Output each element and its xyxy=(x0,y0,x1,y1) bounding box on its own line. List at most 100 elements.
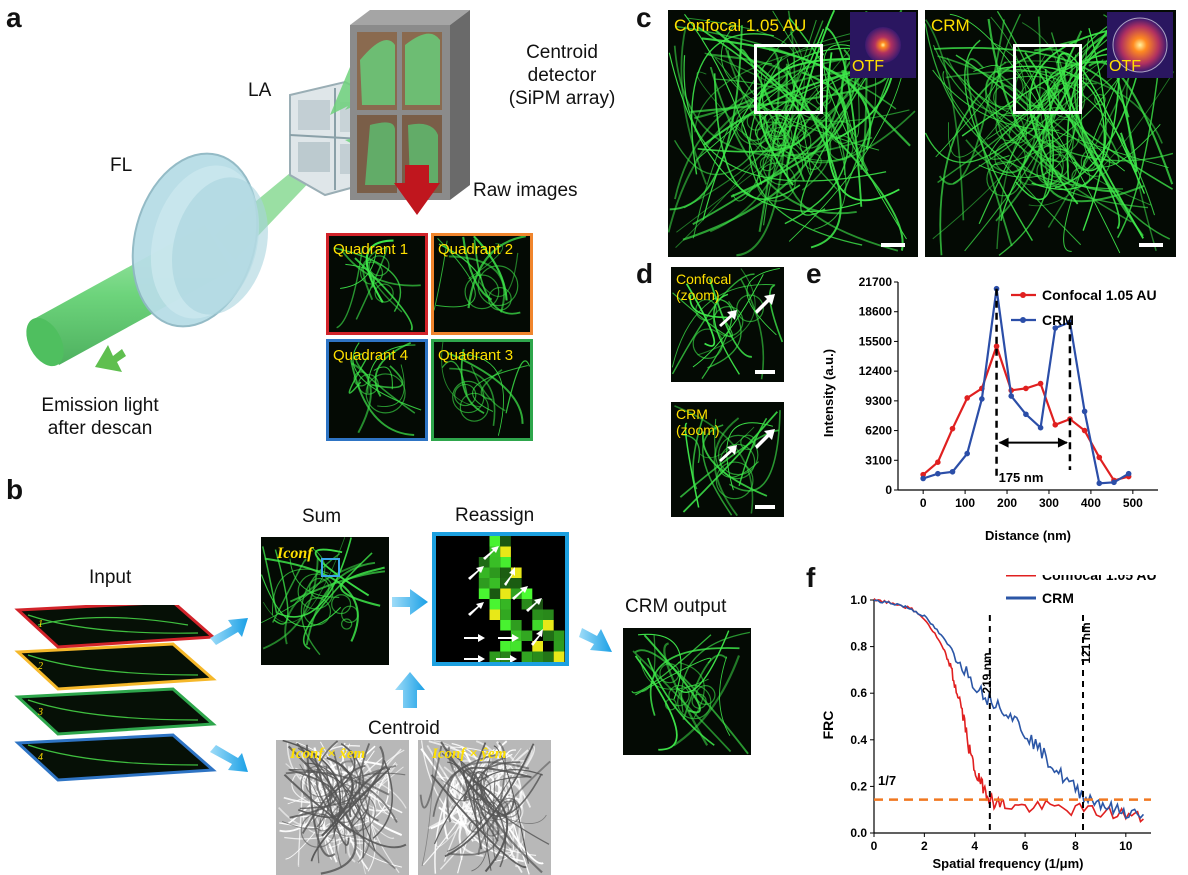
crm-roi-box xyxy=(1013,44,1082,114)
frc-chart: 0.0 0.2 0.4 0.6 0.8 1.0 0 2 4 6 8 10 Spatial freque… xyxy=(820,575,1157,871)
arrow-sum-to-reassign xyxy=(392,589,428,615)
e-legend-marker xyxy=(1020,292,1026,298)
scale-bar xyxy=(881,243,905,247)
input-layer-4 xyxy=(14,733,217,782)
down-arrow-icon xyxy=(394,165,440,215)
e-annotation: 175 nm xyxy=(999,470,1044,485)
optical-setup-diagram xyxy=(26,10,470,372)
otf-label-confocal: OTF xyxy=(852,58,884,75)
f-xtick-label: 8 xyxy=(1072,839,1079,853)
e-point xyxy=(1008,393,1015,399)
e-point xyxy=(949,468,956,475)
confocal-roi-box xyxy=(754,44,823,114)
sum-image: Iconf xyxy=(261,537,389,665)
e-ytick-label: 12400 xyxy=(859,364,893,378)
fl-label: FL xyxy=(110,155,133,176)
e-ytick-label: 0 xyxy=(885,483,892,497)
e-legend-1: Confocal 1.05 AU xyxy=(1042,287,1157,303)
e-point xyxy=(1052,325,1059,331)
e-point xyxy=(964,395,970,401)
e-point xyxy=(1096,480,1103,487)
e-point xyxy=(1052,422,1059,428)
arrow-input-to-centroid xyxy=(210,745,248,772)
e-xtick-label: 300 xyxy=(1039,496,1059,510)
crm-label: CRM xyxy=(931,16,970,35)
centroid-detector-label: Centroid detector (SiPM array) xyxy=(508,42,616,109)
e-xtick-label: 400 xyxy=(1081,496,1101,510)
e-ytick-label: 21700 xyxy=(859,275,893,289)
reassign-image-frame xyxy=(432,532,569,666)
f-vline-label-1: 219 nm xyxy=(980,652,994,693)
e-point xyxy=(1067,319,1073,326)
confocal-label: Confocal 1.05 AU xyxy=(674,16,807,35)
panel-label-b: b xyxy=(6,474,24,505)
otf-label-crm: OTF xyxy=(1109,58,1141,75)
e-point xyxy=(949,425,956,432)
f-ytick-label: 0.6 xyxy=(850,686,867,700)
scale-bar xyxy=(1139,243,1163,247)
f-series-line-2 xyxy=(873,599,1145,820)
e-xtick-label: 200 xyxy=(997,496,1017,510)
panel-label-f: f xyxy=(806,562,816,593)
e-point xyxy=(935,459,941,466)
e-point xyxy=(1125,470,1132,477)
e-legend-2: CRM xyxy=(1042,312,1074,328)
e-point xyxy=(920,471,926,478)
crm-zoom-image: CRM (zoom) xyxy=(671,402,784,517)
focusing-lens xyxy=(131,152,268,328)
emission-arrow-icon xyxy=(95,345,126,372)
e-point xyxy=(1081,427,1088,434)
layer-number-4: 4 xyxy=(38,752,43,763)
f-xlabel: Spatial frequency (1/μm) xyxy=(933,856,1084,871)
f-legend-1: Confocal 1.05 AU xyxy=(1042,575,1157,583)
e-ytick-label: 6200 xyxy=(865,424,892,438)
scale-bar xyxy=(755,370,775,374)
f-xtick-label: 2 xyxy=(921,839,928,853)
quadrant-image-1: Quadrant 1 xyxy=(326,233,428,335)
f-xtick-label: 4 xyxy=(971,839,978,853)
crm-zoom-label: CRM (zoom) xyxy=(676,406,720,438)
f-vline-label-2: 121 nm xyxy=(1079,622,1093,663)
crm-otf-inset: OTF xyxy=(1107,12,1173,78)
e-ytick-label: 15500 xyxy=(859,334,893,348)
intensity-profile-chart: 0 3100 6200 9300 12400 15500 18600 21700 0 100 200… xyxy=(821,275,1158,543)
e-point xyxy=(1037,380,1044,387)
e-point xyxy=(1111,479,1117,486)
e-point xyxy=(993,343,1000,350)
e-arrowhead xyxy=(998,437,1009,448)
confocal-otf-inset: OTF xyxy=(850,12,916,78)
e-point xyxy=(920,475,926,482)
f-threshold-label: 1/7 xyxy=(878,773,896,788)
arrow-centroid-to-reassign xyxy=(395,672,425,708)
sipm-array xyxy=(350,10,470,200)
f-xtick-label: 0 xyxy=(871,839,878,853)
sum-label: Sum xyxy=(302,506,342,527)
quadrant-image-4: Quadrant 4 xyxy=(326,339,428,441)
f-ytick-label: 0.2 xyxy=(850,779,867,793)
reassign-label: Reassign xyxy=(455,505,535,526)
layer-number-3: 3 xyxy=(37,707,43,718)
f-xtick-label: 10 xyxy=(1119,839,1133,853)
panel-label-c: c xyxy=(636,2,652,33)
e-ytick-label: 9300 xyxy=(865,394,892,408)
input-layer-2 xyxy=(14,642,217,691)
reassign-image xyxy=(436,536,565,662)
e-point xyxy=(1096,454,1103,461)
centroid-x-image: Iconf × x̂em xyxy=(276,740,409,875)
scale-bar xyxy=(755,505,775,509)
e-point xyxy=(935,470,941,477)
f-xtick-label: 6 xyxy=(1022,839,1029,853)
e-point xyxy=(1023,385,1029,392)
e-point xyxy=(979,396,985,402)
f-ytick-label: 0.0 xyxy=(850,826,867,840)
confocal-zoom-label: Confocal (zoom) xyxy=(676,271,732,303)
panel-label-e: e xyxy=(806,258,822,289)
e-ylabel: Intensity (a.u.) xyxy=(821,349,836,437)
f-ylabel: FRC xyxy=(820,711,836,740)
la-label: LA xyxy=(248,80,272,101)
x-formula: Iconf × x̂em xyxy=(290,746,366,762)
raw-images-label: Raw images xyxy=(473,180,578,201)
input-label: Input xyxy=(89,567,132,588)
e-xtick-label: 0 xyxy=(920,496,927,510)
